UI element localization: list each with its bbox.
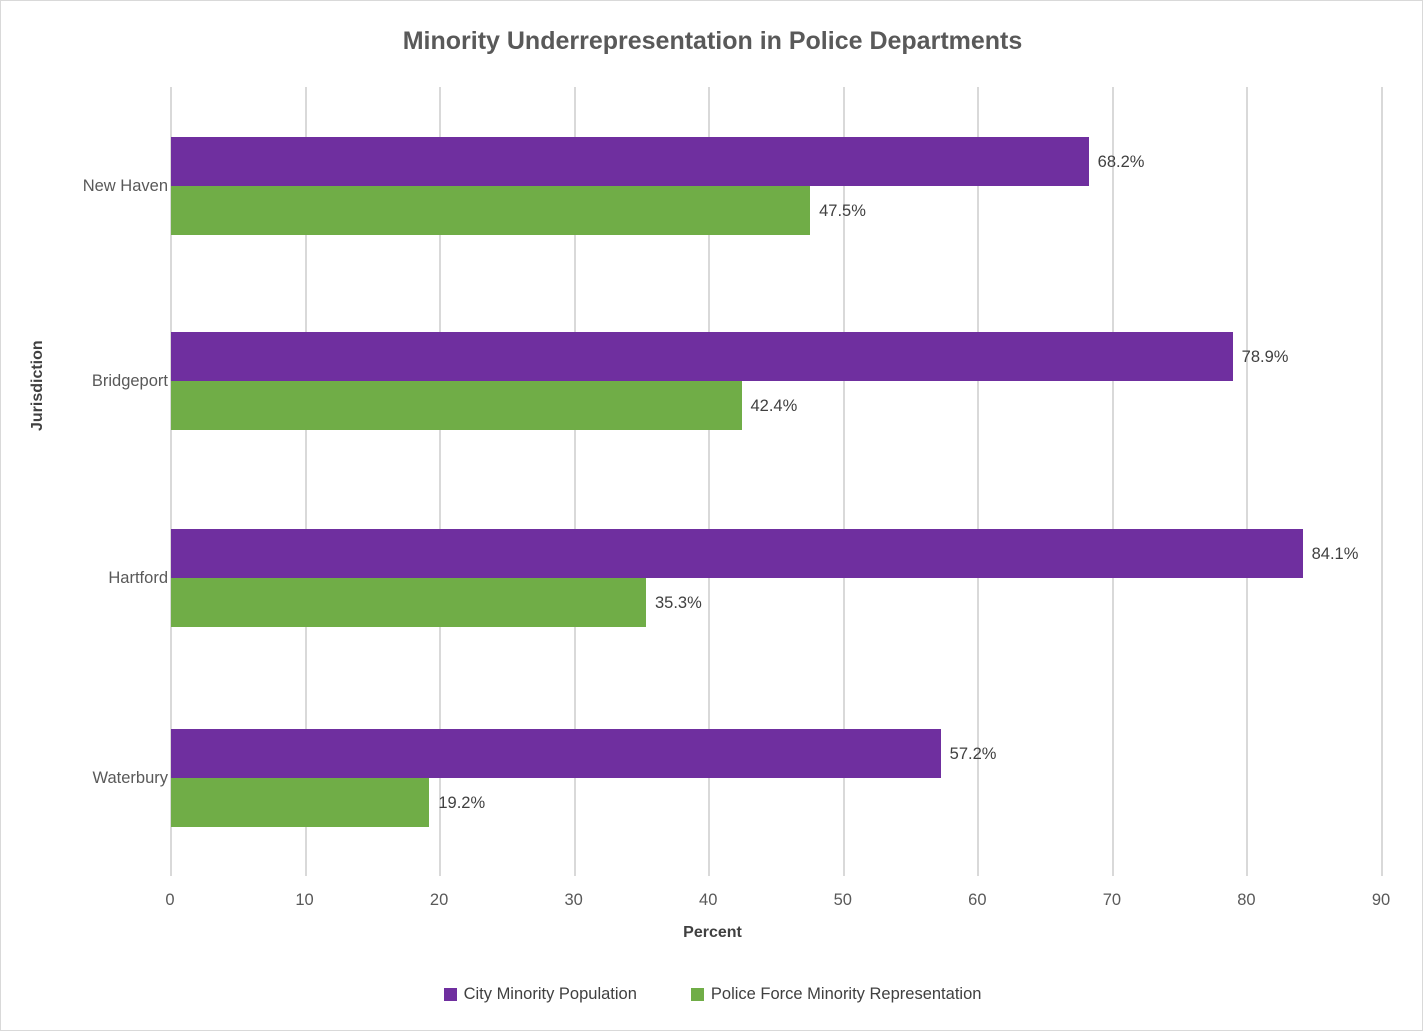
bar-value-label: 57.2% (949, 744, 997, 763)
x-tick-90: 90 (1371, 891, 1391, 909)
gridline-0 (170, 87, 172, 876)
bar-value-label: 35.3% (654, 593, 702, 612)
gridline-40 (708, 87, 711, 876)
bar-value-label: 19.2% (438, 793, 486, 812)
bar-new-haven-series-1[interactable] (171, 137, 1089, 186)
bar-hartford-series-1[interactable] (171, 529, 1303, 578)
gridline-60 (977, 87, 980, 876)
gridline-70 (1111, 87, 1114, 876)
x-tick-30: 30 (564, 891, 583, 909)
x-tick-60: 60 (968, 891, 987, 909)
legend-swatch-icon (443, 988, 457, 1001)
gridline-10 (304, 87, 307, 876)
bar-value-label: 47.5% (819, 201, 866, 220)
gridline-20 (439, 87, 442, 876)
bar-waterbury-series-1[interactable] (171, 729, 941, 778)
chart-legend: City Minority Population Police Force Min… (1, 985, 1422, 1004)
bar-value-label: 84.1% (1311, 544, 1359, 563)
legend-label: City Minority Population (463, 985, 637, 1003)
plot-area: 68.2% 47.5% 78.9% 42.4% 84.1% 35.3% 57.2% 19.2% (170, 87, 1383, 876)
legend-swatch-icon (690, 988, 704, 1001)
x-tick-40: 40 (699, 891, 718, 909)
bar-hartford-series-2[interactable] (171, 578, 646, 627)
category-label-bridgeport: Bridgeport (91, 372, 168, 390)
bar-new-haven-series-2[interactable] (171, 186, 811, 235)
x-tick-80: 80 (1237, 891, 1256, 909)
bar-bridgeport-series-2[interactable] (171, 381, 742, 430)
category-label-new-haven: New Haven (82, 177, 168, 195)
x-tick-70: 70 (1102, 891, 1122, 909)
gridline-30 (573, 87, 576, 876)
legend-item-2[interactable]: Police Force Minority Representation (690, 985, 982, 1004)
gridline-50 (842, 87, 845, 876)
legend-item-1[interactable]: City Minority Population (443, 985, 637, 1004)
legend-label: Police Force Minority Representation (710, 985, 982, 1003)
x-axis-title: Percent (683, 924, 742, 941)
x-tick-20: 20 (429, 891, 449, 909)
category-label-waterbury: Waterbury (92, 769, 169, 787)
bar-waterbury-series-2[interactable] (171, 778, 430, 827)
bar-value-label: 42.4% (750, 396, 798, 415)
x-tick-10: 10 (295, 891, 314, 909)
bar-value-label: 68.2% (1097, 152, 1145, 171)
bar-bridgeport-series-1[interactable] (171, 332, 1233, 381)
chart-title: Minority Underrepresentation in Police D… (402, 27, 1023, 55)
gridline-90 (1381, 87, 1383, 876)
x-tick-0: 0 (165, 891, 175, 909)
x-tick-50: 50 (833, 891, 852, 909)
gridline-80 (1246, 87, 1249, 876)
category-label-hartford: Hartford (108, 569, 168, 587)
bar-value-label: 78.9% (1241, 347, 1289, 366)
bars-layer: 68.2% 47.5% 78.9% 42.4% 84.1% 35.3% 57.2% 19.2% (170, 87, 1381, 876)
